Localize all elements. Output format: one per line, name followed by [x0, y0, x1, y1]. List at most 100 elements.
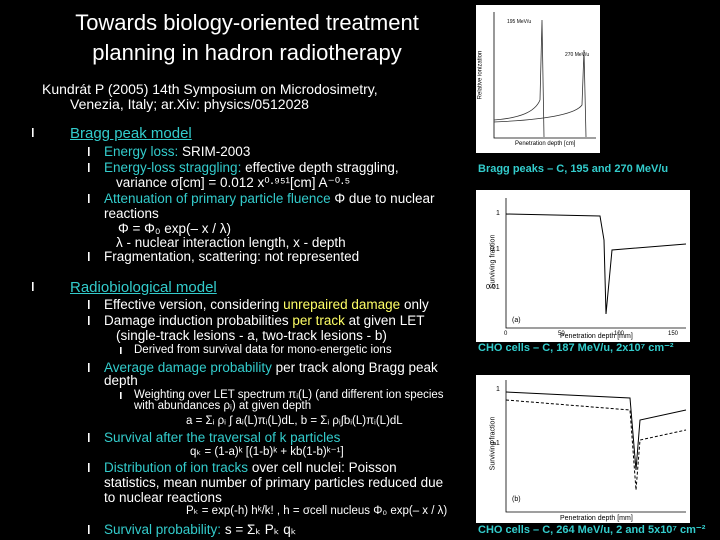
bullet [88, 525, 90, 534]
axes [493, 12, 596, 139]
list-text: to nuclear reactions [104, 490, 222, 505]
bullet [88, 147, 90, 156]
x-axis-label: Penetration depth [cm] [515, 141, 576, 147]
slide-title: planning in hadron radiotherapy [92, 40, 402, 65]
bullet [88, 163, 90, 172]
figure-frame [476, 375, 690, 523]
figure-cho-a [476, 190, 690, 342]
list-text: depth [104, 373, 138, 388]
list-text: a = Σᵢ ρᵢ ∫ aᵢ(L)πᵢ(L)dL, b = Σᵢ ρᵢ∫bᵢ(L… [186, 415, 403, 427]
list-text: Damage induction probabilities per track… [104, 314, 424, 328]
text-run: Average damage probability [104, 360, 272, 375]
list-text: Energy-loss straggling: effective depth … [104, 161, 399, 175]
list-text: Derived from survival data for mono-ener… [134, 344, 392, 356]
figure-caption: CHO cells – C, 187 MeV/u, 2x10⁷ cm⁻² [478, 342, 674, 354]
x-axis-label: Penetration depth [mm] [560, 515, 633, 522]
y-axis-label: Surviving fraction [489, 234, 497, 289]
y-tick-label: 0.1 [490, 440, 500, 447]
text-run: only [400, 297, 429, 312]
y-tick-label: 1 [496, 210, 500, 217]
text-run: s = Σₖ Pₖ qₖ [221, 522, 297, 537]
list-text: Survival probability: s = Σₖ Pₖ qₖ [104, 523, 297, 537]
list-text: with abundances ρᵢ) at given depth [134, 400, 312, 412]
curve [505, 391, 687, 471]
text-run: over cell nuclei: Poisson [248, 460, 397, 475]
section-heading: Bragg peak model [70, 125, 192, 142]
x-tick-label: 150 [668, 331, 679, 337]
text-run: Survival after the traversal of k partic… [104, 430, 341, 445]
text-run: Φ due to nuclear [330, 191, 435, 206]
bullet [32, 128, 34, 137]
list-text: Φ = Φ₀ exp(– x / λ) [118, 221, 232, 236]
list-text: variance σ[cm] = 0.012 x⁰·⁹⁵¹[cm] A⁻⁰·⁵ [116, 175, 351, 190]
list-text: reactions [104, 206, 159, 221]
text-run: Damage induction probabilities [104, 313, 293, 328]
text-run: Energy-loss straggling: [104, 160, 242, 175]
y-tick-label: 0.1 [490, 246, 500, 253]
text-run: SRIM-2003 [178, 144, 251, 159]
bullet [120, 347, 122, 354]
figure-bragg [476, 5, 600, 153]
bullet [88, 252, 90, 261]
curve [493, 49, 587, 138]
reference: Venezia, Italy; ar.Xiv: physics/0512028 [70, 96, 309, 112]
text-run: per track [292, 313, 345, 328]
y-axis-label: Relative ionization [477, 50, 484, 100]
list-text: Distribution of ion tracks over cell nuc… [104, 461, 397, 475]
curve [493, 19, 545, 138]
list-text: Average damage probability per track alo… [104, 361, 438, 375]
panel-label: (b) [512, 496, 521, 503]
bullet [88, 363, 90, 372]
list-text: qₖ = (1-a)ᵏ [(1-b)ᵏ + kb(1-b)ᵏ⁻¹] [190, 446, 344, 458]
curve [505, 399, 687, 491]
text-run: unrepaired damage [283, 297, 401, 312]
slide-title: Towards biology-oriented treatment [75, 10, 419, 35]
list-text: Survival after the traversal of k partic… [104, 431, 340, 445]
list-text: Pₖ = exp(-h) hᵏ/k! , h = σcell nucleus Φ… [186, 505, 448, 517]
axes [505, 380, 686, 513]
list-text: Weighting over LET spectrum πᵢ(L) (and d… [134, 389, 444, 401]
axes [505, 198, 686, 329]
list-text: λ - nuclear interaction length, x - dept… [116, 235, 346, 250]
x-axis-label: Penetration depth [mm] [560, 333, 633, 340]
y-tick-label: 0.01 [486, 284, 500, 291]
curve [505, 213, 687, 315]
text-run: per track along Bragg peak [271, 360, 438, 375]
y-tick-label: 1 [496, 386, 500, 393]
bullet [88, 433, 90, 442]
bullet [88, 300, 90, 309]
bullet [88, 316, 90, 325]
list-text: Energy loss: SRIM-2003 [104, 145, 250, 159]
bullet [88, 463, 90, 472]
text-run: Distribution of ion tracks [104, 460, 249, 475]
text-run: Attenuation of primary particle fluence [104, 191, 331, 206]
x-tick-label: 100 [614, 331, 625, 337]
text-run: at given LET [344, 313, 425, 328]
list-text: (single-track lesions - a, two-track les… [116, 328, 387, 343]
x-tick-label: 50 [558, 331, 565, 337]
list-text: Fragmentation, scattering: not represent… [104, 249, 360, 264]
section-heading: Radiobiological model [70, 279, 217, 296]
bullet [120, 392, 122, 399]
legend-entry: 270 MeV/u [565, 52, 590, 58]
panel-label: (a) [512, 317, 521, 324]
text-run: Effective version, considering [104, 297, 284, 312]
text-run: Survival probability: [104, 522, 222, 537]
figure-caption: CHO cells – C, 264 MeV/u, 2 and 5x10⁷ cm… [478, 524, 706, 536]
bullet [32, 282, 34, 291]
text-run: Energy loss: [104, 144, 179, 159]
list-text: statistics, mean number of primary parti… [104, 475, 444, 490]
x-tick-label: 0 [504, 331, 508, 337]
figure-frame [476, 190, 690, 342]
figure-cho-b [476, 375, 690, 523]
legend-entry: 195 MeV/u [507, 19, 532, 25]
figure-frame [476, 5, 600, 153]
text-run: effective depth straggling, [241, 160, 399, 175]
bullet [88, 194, 90, 203]
list-text: Effective version, considering unrepaire… [104, 298, 429, 312]
list-text: Attenuation of primary particle fluence … [104, 192, 434, 206]
reference: Kundrát P (2005) 14th Symposium on Micro… [42, 81, 378, 97]
figure-caption: Bragg peaks – C, 195 and 270 MeV/u [478, 163, 669, 175]
